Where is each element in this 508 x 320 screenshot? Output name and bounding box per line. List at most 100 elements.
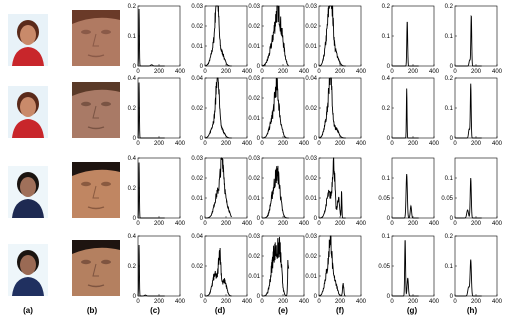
x-tick-label: 400 (356, 221, 367, 227)
y-tick-label: 0.2 (382, 106, 391, 112)
crop-left-eye (81, 29, 91, 35)
y-tick-label: 0.02 (191, 176, 203, 182)
y-tick-label: 0.03 (305, 156, 317, 162)
histogram-line (261, 5, 289, 67)
crop-nose (92, 33, 99, 47)
column-label: (b) (87, 306, 98, 315)
x-tick-label: 200 (154, 221, 165, 227)
y-tick-label: 0.1 (382, 176, 391, 182)
y-tick-label: 0.02 (305, 24, 317, 30)
x-tick-label: 400 (299, 69, 310, 75)
plot-frame (318, 235, 362, 297)
y-tick-label: 0.01 (305, 196, 317, 202)
x-tick-label: 400 (175, 221, 186, 227)
y-tick-label: 0.2 (128, 106, 137, 112)
y-tick-label: 0.01 (191, 196, 203, 202)
y-tick-label: 0.02 (191, 24, 203, 30)
histogram-chart: 0 200 400 0 0.02 0.04 (191, 76, 252, 147)
plot-frame (137, 157, 181, 219)
x-tick-label: 0 (317, 69, 321, 75)
y-tick-label: 0.1 (445, 176, 454, 182)
y-tick-label: 0.03 (248, 234, 260, 240)
histogram-chart: 0 200 400 0 0.01 0.02 0.03 (248, 234, 309, 305)
histogram-chart: 0 200 400 0 0.1 0.2 (382, 4, 440, 75)
y-tick-label: 0.2 (128, 264, 137, 270)
y-tick-label: 0.01 (191, 44, 203, 50)
y-tick-label: 0.2 (382, 4, 391, 10)
crop-hair (72, 240, 120, 254)
histogram-chart: 0 200 400 0 0.01 0.02 0.03 (305, 156, 366, 227)
y-tick-label: 0.01 (305, 274, 317, 280)
crop-left-eye (81, 101, 91, 107)
crop-mouth (87, 54, 105, 58)
y-tick-label: 0 (450, 64, 454, 70)
face-photo (8, 166, 48, 218)
y-tick-label: 0 (133, 216, 137, 222)
crop-nose (92, 105, 99, 119)
x-tick-label: 0 (136, 299, 140, 305)
x-tick-label: 400 (429, 69, 440, 75)
y-tick-label: 0.05 (378, 264, 390, 270)
x-tick-label: 0 (390, 141, 394, 147)
photo-shirt (12, 47, 44, 66)
plot-frame (204, 5, 248, 67)
histogram-chart: 0 200 400 0 0.01 0.02 0.03 (248, 156, 309, 227)
y-tick-label: 0.1 (445, 264, 454, 270)
histogram-line (261, 77, 289, 139)
column-label: (a) (23, 306, 33, 315)
crop-nose (92, 185, 99, 199)
x-tick-label: 200 (221, 221, 232, 227)
face-photo (8, 244, 48, 296)
x-tick-label: 200 (221, 299, 232, 305)
x-tick-label: 400 (429, 299, 440, 305)
y-tick-label: 0.02 (305, 176, 317, 182)
histogram-chart: 0 200 400 0 0.01 0.02 0.03 (248, 4, 309, 75)
histogram-line (262, 165, 289, 219)
x-tick-label: 200 (278, 299, 289, 305)
x-tick-label: 400 (242, 221, 253, 227)
x-tick-label: 200 (408, 221, 419, 227)
x-tick-label: 0 (203, 221, 207, 227)
y-tick-label: 0.1 (382, 34, 391, 40)
x-tick-label: 400 (242, 69, 253, 75)
x-tick-label: 200 (278, 221, 289, 227)
x-tick-label: 400 (299, 299, 310, 305)
plot-frame (454, 157, 498, 219)
y-tick-label: 0.02 (248, 96, 260, 102)
histogram-chart: 0 200 400 0 0.2 0.4 (382, 76, 440, 147)
plot-frame (318, 5, 362, 67)
x-tick-label: 0 (453, 141, 457, 147)
plot-frame (391, 5, 435, 67)
x-tick-label: 200 (408, 141, 419, 147)
y-tick-label: 0 (387, 136, 391, 142)
y-tick-label: 0 (257, 216, 261, 222)
face-crop (72, 240, 120, 296)
plot-frame (137, 235, 181, 297)
x-tick-label: 0 (203, 69, 207, 75)
y-tick-label: 0.03 (305, 4, 317, 10)
column-label: (h) (467, 306, 478, 315)
photo-shirt (12, 277, 44, 296)
x-tick-label: 200 (471, 299, 482, 305)
y-tick-label: 0.05 (441, 196, 453, 202)
y-tick-label: 0.04 (191, 76, 203, 82)
histogram-line (455, 83, 482, 139)
y-tick-label: 0.03 (248, 4, 260, 10)
histogram-line (318, 77, 346, 139)
crop-right-eye (101, 101, 111, 107)
y-tick-label: 0.2 (128, 4, 137, 10)
photo-face (20, 97, 36, 117)
photo-shirt (12, 199, 44, 218)
face-crop (72, 10, 120, 66)
crop-mouth (87, 206, 105, 210)
x-tick-label: 200 (278, 141, 289, 147)
histogram-line (137, 162, 165, 219)
face-photo (8, 14, 48, 66)
plot-frame (391, 77, 435, 139)
y-tick-label: 0.03 (248, 156, 260, 162)
y-tick-label: 0.01 (248, 116, 260, 122)
crop-hair (72, 10, 120, 24)
x-tick-label: 400 (299, 141, 310, 147)
plot-frame (318, 77, 362, 139)
plot-frame (454, 235, 498, 297)
